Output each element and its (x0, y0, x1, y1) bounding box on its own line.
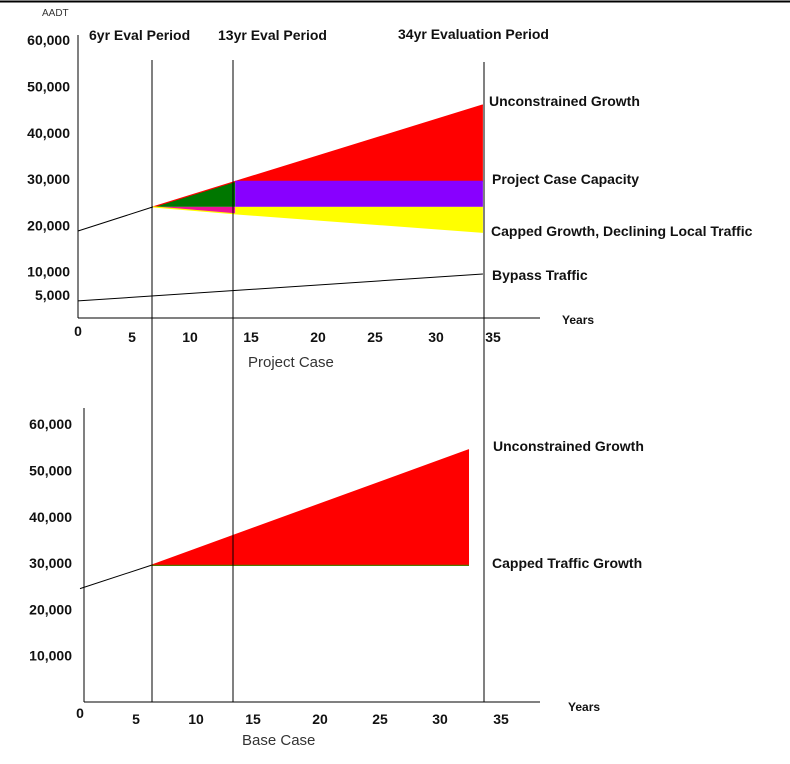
series-label-project-case-capacity: Project Case Capacity (492, 171, 639, 187)
series-line-bypass-traffic (77, 273, 483, 302)
x-tick-label: 0 (74, 323, 82, 339)
x-tick-label: 5 (132, 711, 140, 727)
project-case-y-tick-labels: 5,000 10,000 20,000 30,000 40,000 50,000 60,00… (27, 32, 70, 303)
series-label-unconstrained-growth: Unconstrained Growth (493, 438, 644, 454)
evaluation-period-labels: 6yr Eval Period 13yr Eval Period 34yr Eval… (89, 26, 549, 43)
y-axis-title: AADT (42, 8, 69, 19)
x-tick-label: 25 (372, 711, 388, 727)
x-tick-label: 10 (182, 329, 198, 345)
x-axis-title: Years (562, 313, 594, 327)
series-line-capped-growth-declining-local-traffic (152, 206, 483, 233)
series-label-capped-traffic-growth: Capped Traffic Growth (492, 555, 642, 571)
y-tick-label: 40,000 (27, 125, 70, 141)
project-case-chart: AADT 5,000 10,000 20,000 30,000 40,000 50,000… (27, 8, 752, 371)
x-tick-label: 35 (493, 711, 509, 727)
y-tick-label: 20,000 (29, 601, 72, 617)
series-line-unconstrained-growth (152, 104, 484, 208)
y-tick-label: 60,000 (29, 416, 72, 432)
project-case-axes (77, 35, 540, 319)
series-line-unconstrained-growth (150, 449, 470, 566)
period-label: 6yr Eval Period (89, 27, 190, 43)
x-tick-label: 0 (76, 705, 84, 721)
region-4 (235, 206, 483, 233)
period-label: 13yr Eval Period (218, 27, 327, 43)
x-tick-label: 35 (485, 329, 501, 345)
base-case-lines (79, 449, 470, 590)
y-tick-label: 5,000 (35, 287, 70, 303)
y-tick-label: 30,000 (29, 555, 72, 571)
project-case-title: Project Case (248, 354, 334, 371)
y-tick-label: 50,000 (29, 463, 72, 479)
x-tick-label: 5 (128, 329, 136, 345)
base-case-x-tick-labels: 0 5 10 15 20 25 30 35 (76, 705, 509, 727)
project-case-regions (153, 105, 483, 233)
y-tick-label: 10,000 (27, 264, 70, 280)
period-label: 34yr Evaluation Period (398, 26, 549, 42)
y-tick-label: 50,000 (27, 79, 70, 95)
x-tick-label: 30 (428, 329, 444, 345)
y-tick-label: 30,000 (27, 171, 70, 187)
x-tick-label: 10 (188, 711, 204, 727)
base-case-axes (83, 408, 540, 703)
project-case-x-tick-labels: 0 5 10 15 20 25 30 35 (74, 323, 501, 345)
y-tick-label: 60,000 (27, 32, 70, 48)
series-label-unconstrained-growth: Unconstrained Growth (489, 93, 640, 109)
y-tick-label: 10,000 (29, 648, 72, 664)
project-case-lines (77, 104, 484, 302)
region-3 (235, 181, 483, 207)
base-case-series-labels: Unconstrained Growth Capped Traffic Growt… (492, 438, 644, 571)
series-label-capped-growth-declining-local-traffic: Capped Growth, Declining Local Traffic (491, 223, 753, 239)
evaluation-period-lines (151, 60, 485, 702)
base-case-title: Base Case (242, 732, 315, 749)
x-tick-label: 15 (243, 329, 259, 345)
x-tick-label: 25 (367, 329, 383, 345)
x-tick-label: 20 (312, 711, 328, 727)
x-axis-title: Years (568, 700, 600, 714)
series-label-bypass-traffic: Bypass Traffic (492, 267, 588, 283)
pre-period-growth-line (77, 206, 154, 232)
base-case-y-tick-labels: 10,000 20,000 30,000 40,000 50,000 60,000 (29, 416, 72, 664)
project-case-series-labels: Unconstrained Growth Project Case Capacit… (489, 93, 753, 283)
x-tick-label: 15 (245, 711, 261, 727)
base-case-chart: 10,000 20,000 30,000 40,000 50,000 60,000 0 5 1… (29, 408, 644, 749)
pre-period-growth-line (79, 564, 152, 590)
y-tick-label: 40,000 (29, 509, 72, 525)
y-tick-label: 20,000 (27, 217, 70, 233)
x-tick-label: 20 (310, 329, 326, 345)
x-tick-label: 30 (432, 711, 448, 727)
